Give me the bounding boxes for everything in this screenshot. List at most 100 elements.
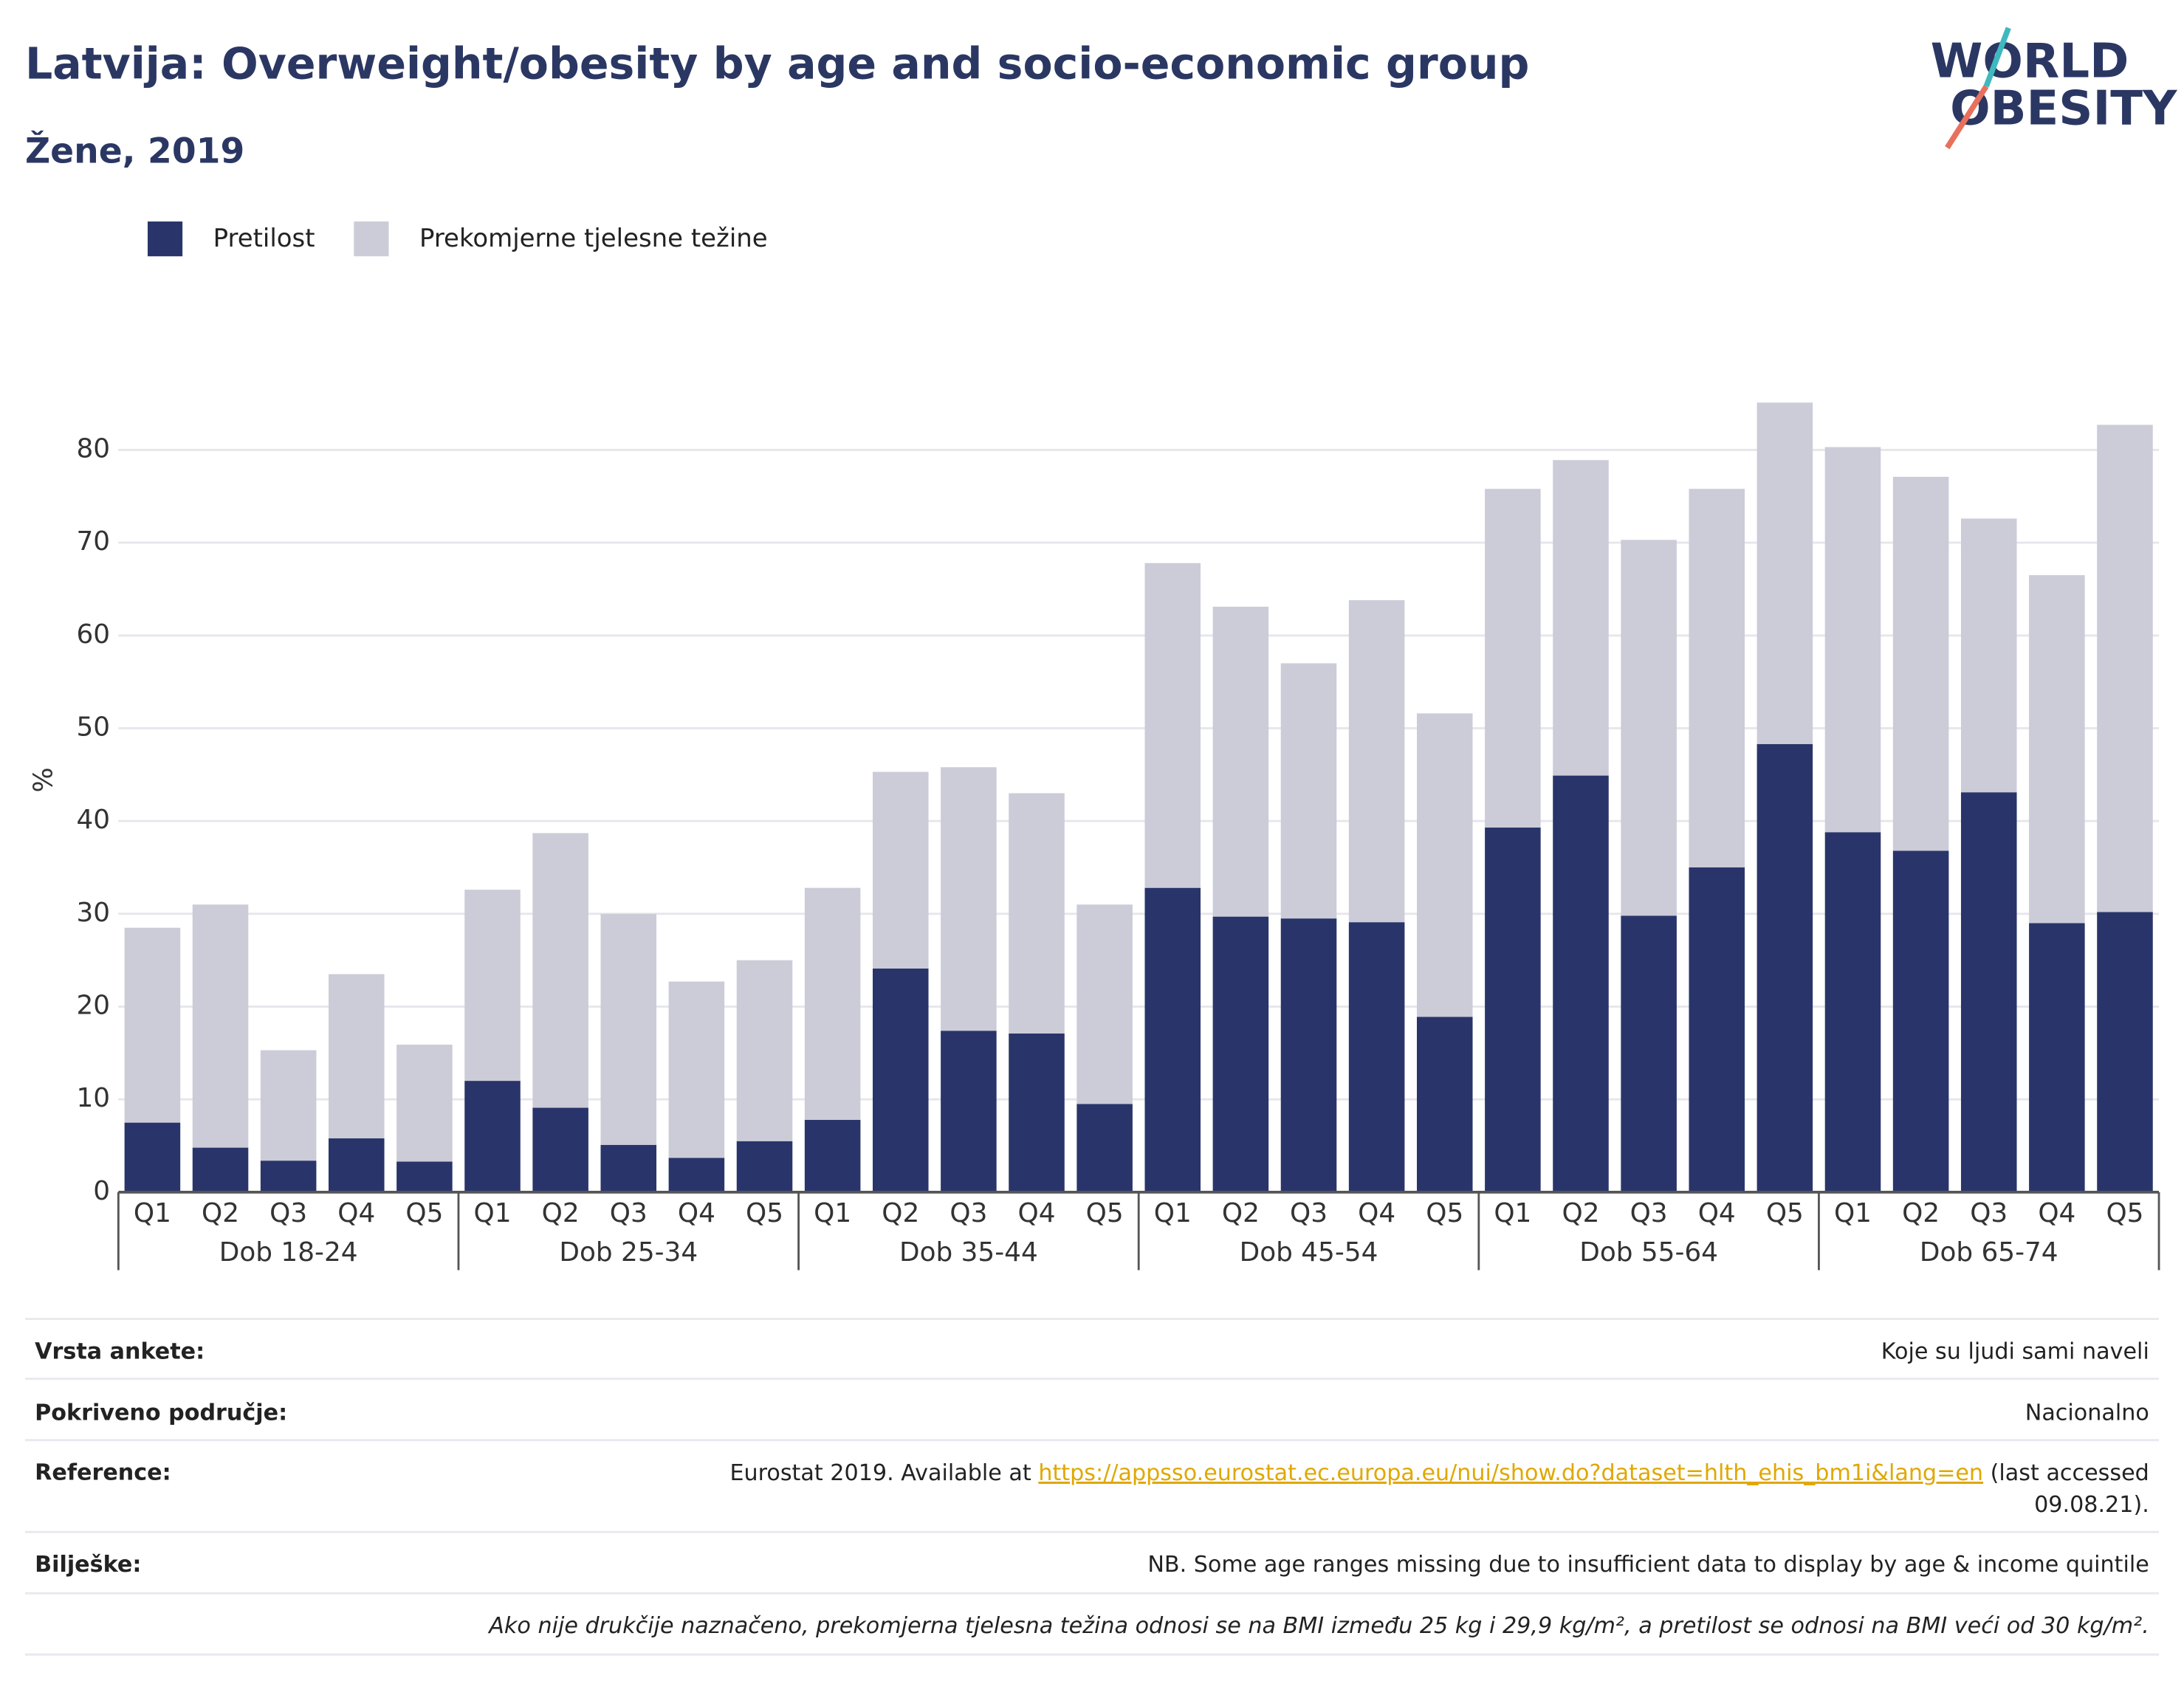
bar-segment — [329, 974, 385, 1139]
bar-segment — [1009, 793, 1065, 1034]
bar-segment — [124, 927, 181, 1123]
legend-swatch — [147, 221, 183, 257]
bar-segment — [124, 1122, 181, 1192]
bar-segment — [1144, 563, 1201, 888]
bar-segment — [2097, 424, 2153, 912]
legend-swatch — [354, 221, 389, 257]
x-tick-label: Q3 — [1970, 1198, 2008, 1228]
table-value: NB. Some age ranges missing due to insuf… — [1147, 1552, 2149, 1578]
table-value: Eurostat 2019. Available at https://apps… — [729, 1460, 2149, 1485]
group-label: Dob 25-34 — [559, 1237, 698, 1268]
bar-segment — [1416, 713, 1473, 1017]
logo-slash — [1945, 85, 1989, 150]
y-tick-label: 20 — [76, 991, 110, 1021]
bar-segment — [1824, 447, 1881, 833]
table-value: Nacionalno — [2025, 1400, 2149, 1426]
x-tick-label: Q3 — [1630, 1198, 1668, 1228]
x-tick-label: Q1 — [134, 1198, 171, 1228]
bar-segment — [1621, 915, 1677, 1192]
x-tick-label: Q4 — [337, 1198, 375, 1228]
logo-text: OBESITY — [1950, 81, 2178, 137]
bar-segment — [600, 913, 657, 1145]
bar-segment — [1553, 460, 1609, 776]
x-tick-label: Q2 — [542, 1198, 580, 1228]
y-tick-label: 30 — [76, 898, 110, 928]
x-tick-label: Q1 — [474, 1198, 512, 1228]
bar-segment — [600, 1144, 657, 1192]
x-tick-label: Q1 — [1494, 1198, 1531, 1228]
x-tick-label: Q3 — [269, 1198, 307, 1228]
group-label: Dob 35-44 — [899, 1237, 1038, 1268]
bar-segment — [941, 767, 997, 1031]
x-tick-label: Q5 — [1766, 1198, 1804, 1228]
x-tick-label: Q4 — [678, 1198, 715, 1228]
bar-segment — [872, 968, 929, 1192]
logo-text: WORLD — [1931, 33, 2129, 89]
bar-segment — [1212, 606, 1269, 917]
group-label: Dob 18-24 — [219, 1237, 358, 1268]
bar-segment — [872, 771, 929, 969]
table-value: 09.08.21). — [2034, 1492, 2149, 1518]
bar-segment — [1348, 600, 1405, 923]
bar-segment — [329, 1138, 385, 1192]
bar-segment — [1348, 922, 1405, 1192]
x-tick-label: Q1 — [1154, 1198, 1192, 1228]
bar-segment — [668, 1158, 725, 1192]
bar-segment — [1076, 1104, 1133, 1192]
x-tick-label: Q2 — [1222, 1198, 1260, 1228]
chart-title: Latvija: Overweight/obesity by age and s… — [25, 39, 1529, 89]
table-label: Bilješke: — [35, 1552, 141, 1578]
legend-label: Pretilost — [213, 224, 315, 253]
x-tick-label: Q2 — [882, 1198, 919, 1228]
y-tick-label: 40 — [76, 805, 110, 835]
bar-segment — [736, 1141, 793, 1192]
footnote: Ako nije drukčije naznačeno, prekomjerna… — [487, 1613, 2149, 1639]
x-tick-label: Q1 — [814, 1198, 851, 1228]
bar-segment — [1757, 402, 1813, 744]
bar-segment — [260, 1161, 317, 1192]
bar-segment — [1757, 743, 1813, 1192]
bar-segment — [1621, 540, 1677, 916]
bar-segment — [260, 1050, 317, 1161]
table-label: Vrsta ankete: — [35, 1338, 205, 1364]
bar-segment — [396, 1161, 453, 1192]
bar-segment — [1212, 916, 1269, 1192]
y-tick-label: 60 — [76, 619, 110, 650]
bar-segment — [464, 890, 521, 1082]
x-tick-label: Q5 — [405, 1198, 443, 1228]
y-tick-label: 70 — [76, 526, 110, 557]
x-tick-label: Q5 — [746, 1198, 783, 1228]
reference-link[interactable]: https://appsso.eurostat.ec.europa.eu/nui… — [1038, 1460, 1983, 1485]
x-tick-label: Q1 — [1834, 1198, 1872, 1228]
bar-segment — [1485, 489, 1541, 828]
x-tick-label: Q2 — [1562, 1198, 1599, 1228]
x-tick-label: Q4 — [2038, 1198, 2075, 1228]
bar-segment — [396, 1045, 453, 1162]
table-label: Pokriveno područje: — [35, 1400, 287, 1426]
x-tick-label: Q3 — [610, 1198, 648, 1228]
group-label: Dob 45-54 — [1240, 1237, 1378, 1268]
bar-segment — [1892, 476, 1949, 851]
table-value: Koje su ljudi sami naveli — [1881, 1338, 2149, 1364]
x-tick-label: Q4 — [1358, 1198, 1395, 1228]
legend-label: Prekomjerne tjelesne težine — [419, 224, 768, 253]
y-tick-label: 50 — [76, 712, 110, 742]
bar-segment — [736, 960, 793, 1141]
bar-segment — [804, 1119, 861, 1192]
bar-segment — [1280, 663, 1337, 919]
bar-segment — [532, 833, 588, 1108]
x-tick-label: Q2 — [202, 1198, 239, 1228]
bar-segment — [804, 887, 861, 1120]
bar-segment — [941, 1031, 997, 1192]
bar-segment — [1144, 887, 1201, 1192]
group-label: Dob 55-64 — [1579, 1237, 1718, 1268]
bar-segment — [532, 1107, 588, 1192]
x-tick-label: Q5 — [2106, 1198, 2143, 1228]
bar-segment — [1076, 904, 1133, 1104]
x-tick-label: Q5 — [1426, 1198, 1463, 1228]
bar-segment — [1485, 827, 1541, 1192]
bar-segment — [1416, 1017, 1473, 1192]
bar-segment — [1689, 867, 1745, 1192]
bar-segment — [1892, 850, 1949, 1192]
